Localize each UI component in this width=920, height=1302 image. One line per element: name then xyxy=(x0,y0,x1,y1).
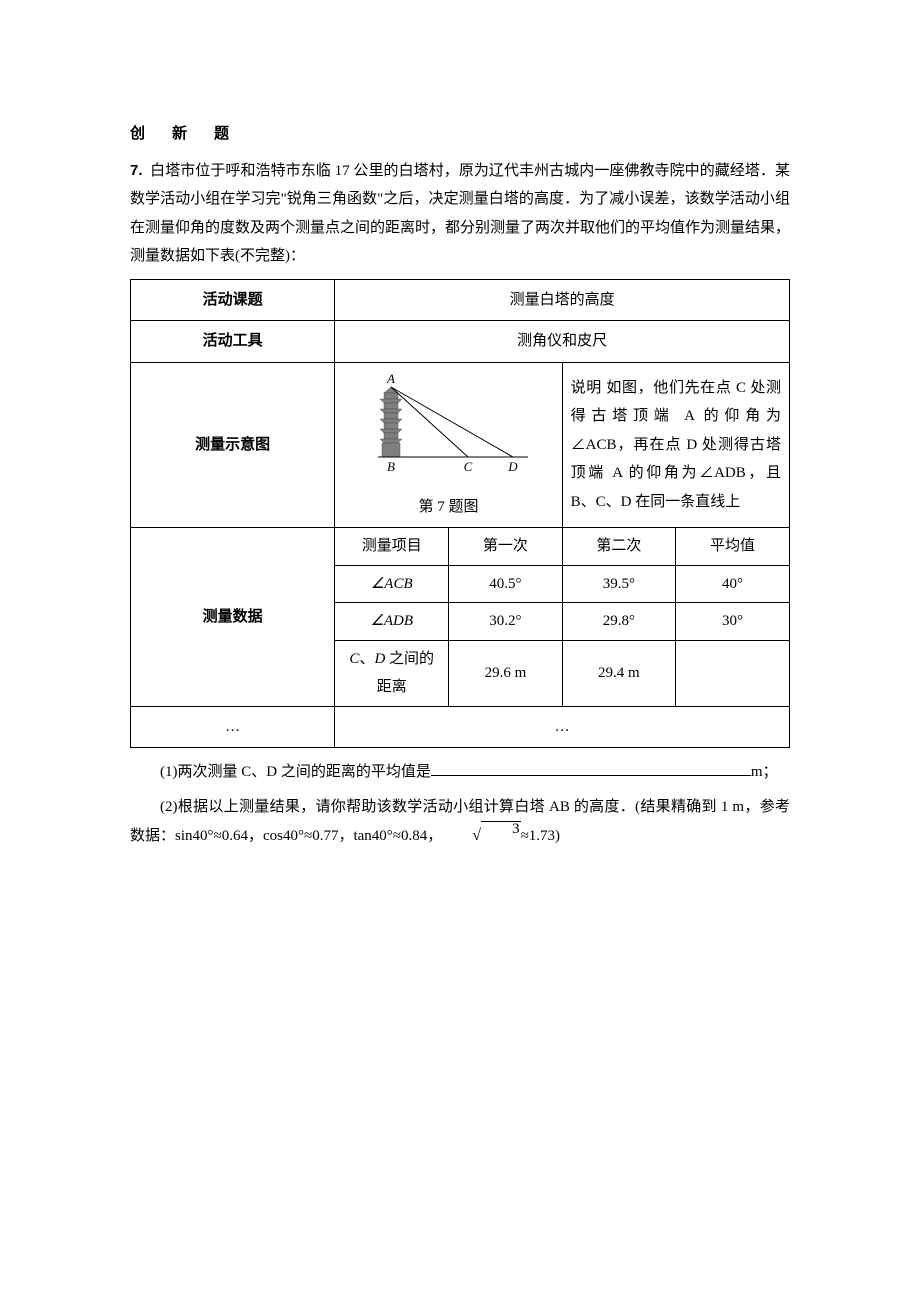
question-number: 7. xyxy=(130,162,143,179)
subquestion-1: (1)两次测量 C、D 之间的距离的平均值是 m； xyxy=(130,758,790,787)
data-table: 活动课题 测量白塔的高度 活动工具 测角仪和皮尺 测量示意图 xyxy=(130,279,790,749)
col-header: 第一次 xyxy=(449,528,562,565)
data-cell: 29.4 m xyxy=(562,640,675,706)
q2-tail: ≈1.73) xyxy=(521,828,560,844)
ellipsis-cell: … xyxy=(131,706,335,748)
problem-paragraph: 7. 白塔市位于呼和浩特市东临 17 公里的白塔村，原为辽代丰州古城内一座佛教寺… xyxy=(130,157,790,271)
figure-caption: 第 7 题图 xyxy=(343,493,553,522)
ellipsis-cell: … xyxy=(335,706,790,748)
data-cell: 40° xyxy=(676,565,789,603)
answer-blank[interactable] xyxy=(431,761,751,776)
svg-text:C: C xyxy=(464,459,473,474)
row-label: 测量数据 xyxy=(131,528,335,707)
data-cell: 29.8° xyxy=(562,603,675,641)
col-header: 测量项目 xyxy=(335,528,448,565)
data-cell xyxy=(676,640,789,706)
subquestion-2: (2)根据以上测量结果，请你帮助该数学活动小组计算白塔 AB 的高度．(结果精确… xyxy=(130,793,790,852)
svg-text:B: B xyxy=(387,459,395,474)
data-cell: 40.5° xyxy=(449,565,562,603)
data-cell: ∠ACB xyxy=(335,565,448,603)
row-value: 测量白塔的高度 xyxy=(335,279,790,321)
data-cell: 29.6 m xyxy=(449,640,562,706)
q1-text: (1)两次测量 C、D 之间的距离的平均值是 xyxy=(160,764,431,780)
pagoda-diagram: A B C D xyxy=(358,369,538,489)
section-heading: 创新题 xyxy=(130,120,790,149)
data-cell: ∠ADB xyxy=(335,603,448,641)
data-cell: C、D 之间的距离 xyxy=(335,640,448,706)
data-cell: 30° xyxy=(676,603,789,641)
row-label: 活动课题 xyxy=(131,279,335,321)
data-cell: 39.5° xyxy=(562,565,675,603)
measurement-inner-table: 测量项目 第一次 第二次 平均值 ∠ACB 40.5° 39.5° 40° ∠A… xyxy=(335,528,789,706)
measurement-data-cell: 测量项目 第一次 第二次 平均值 ∠ACB 40.5° 39.5° 40° ∠A… xyxy=(335,528,790,707)
col-header: 第二次 xyxy=(562,528,675,565)
col-header: 平均值 xyxy=(676,528,789,565)
sqrt-symbol: √3 xyxy=(442,821,520,851)
row-label: 活动工具 xyxy=(131,321,335,363)
row-value: 测角仪和皮尺 xyxy=(335,321,790,363)
diagram-description: 说明 如图，他们先在点 C 处测得古塔顶端 A 的仰角为∠ACB，再在点 D 处… xyxy=(562,362,789,528)
problem-text: 白塔市位于呼和浩特市东临 17 公里的白塔村，原为辽代丰州古城内一座佛教寺院中的… xyxy=(130,163,790,265)
q1-unit: m； xyxy=(751,764,778,780)
svg-text:A: A xyxy=(386,371,395,386)
data-cell: 30.2° xyxy=(449,603,562,641)
row-label: 测量示意图 xyxy=(131,362,335,528)
svg-text:D: D xyxy=(508,459,519,474)
diagram-cell: A B C D 第 7 题图 xyxy=(335,362,562,528)
